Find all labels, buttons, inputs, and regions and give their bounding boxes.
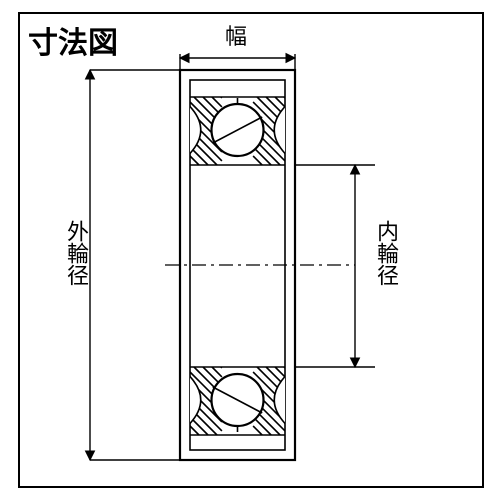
bearing-drawing — [0, 0, 500, 500]
diagram-canvas: 寸法図 幅 外輪径 内輪径 — [0, 0, 500, 500]
